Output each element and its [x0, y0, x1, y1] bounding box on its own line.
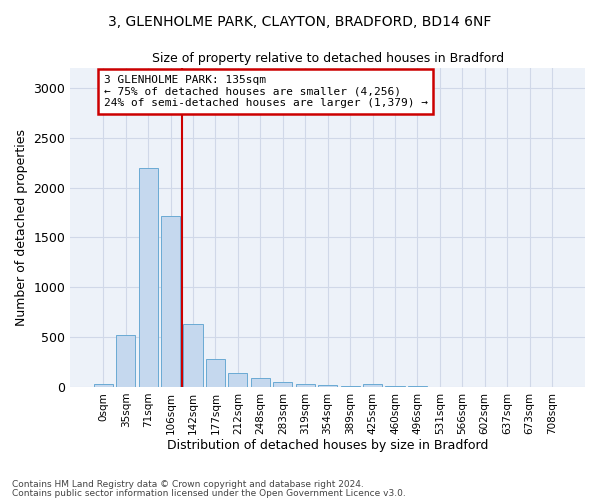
Text: 3 GLENHOLME PARK: 135sqm
← 75% of detached houses are smaller (4,256)
24% of sem: 3 GLENHOLME PARK: 135sqm ← 75% of detach…: [104, 75, 428, 108]
Bar: [94, 384, 113, 387]
Bar: [229, 372, 247, 387]
X-axis label: Distribution of detached houses by size in Bradford: Distribution of detached houses by size …: [167, 440, 488, 452]
Bar: [184, 324, 203, 387]
Bar: [318, 385, 337, 387]
Y-axis label: Number of detached properties: Number of detached properties: [15, 129, 28, 326]
Bar: [116, 335, 135, 387]
Text: Contains HM Land Registry data © Crown copyright and database right 2024.: Contains HM Land Registry data © Crown c…: [12, 480, 364, 489]
Bar: [161, 216, 180, 387]
Bar: [273, 382, 292, 387]
Bar: [251, 378, 270, 387]
Text: Contains public sector information licensed under the Open Government Licence v3: Contains public sector information licen…: [12, 488, 406, 498]
Text: 3, GLENHOLME PARK, CLAYTON, BRADFORD, BD14 6NF: 3, GLENHOLME PARK, CLAYTON, BRADFORD, BD…: [109, 15, 491, 29]
Bar: [139, 168, 158, 387]
Title: Size of property relative to detached houses in Bradford: Size of property relative to detached ho…: [152, 52, 504, 66]
Bar: [341, 386, 359, 387]
Bar: [385, 386, 404, 387]
Bar: [296, 384, 315, 387]
Bar: [206, 359, 225, 387]
Bar: [363, 384, 382, 387]
